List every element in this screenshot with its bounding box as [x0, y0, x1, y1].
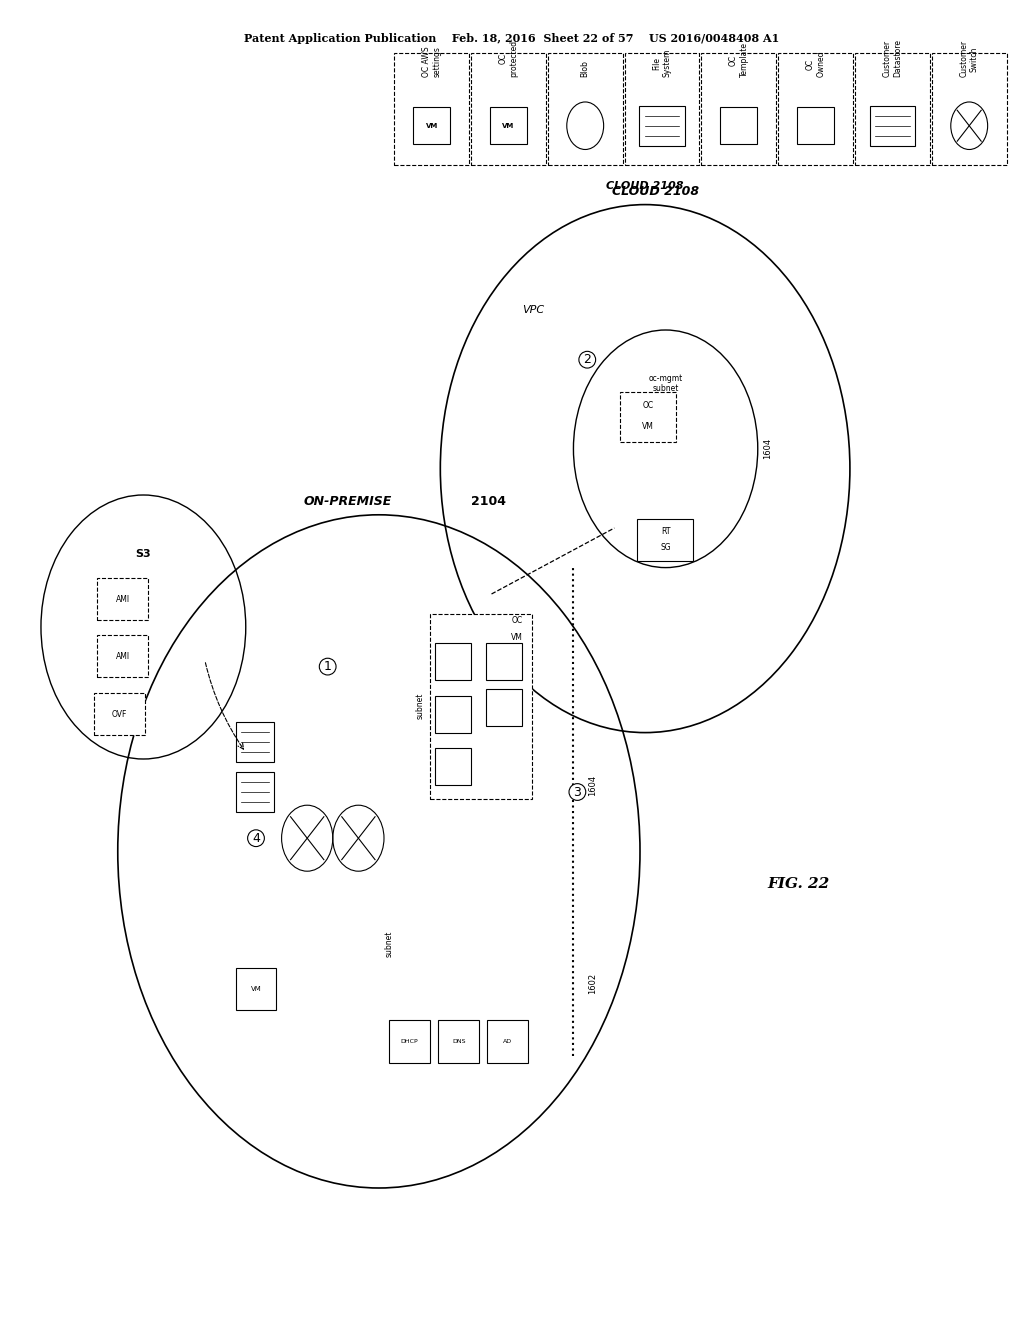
Text: S3: S3 [135, 549, 152, 560]
Text: ON-PREMISE: ON-PREMISE [304, 495, 392, 508]
FancyBboxPatch shape [389, 1020, 430, 1063]
FancyBboxPatch shape [486, 689, 522, 726]
Text: 3: 3 [573, 785, 582, 799]
Text: OC
Template: OC Template [729, 42, 749, 78]
Text: VM: VM [251, 986, 261, 991]
Text: OC
Owned: OC Owned [806, 51, 825, 78]
Text: 2104: 2104 [471, 495, 506, 508]
FancyBboxPatch shape [721, 107, 758, 144]
Text: OC
protected: OC protected [499, 41, 518, 78]
Text: DHCP: DHCP [400, 1039, 419, 1044]
FancyBboxPatch shape [548, 53, 623, 165]
FancyBboxPatch shape [639, 106, 684, 145]
Text: VPC: VPC [522, 305, 545, 315]
Text: File
System: File System [652, 49, 672, 78]
Text: AMI: AMI [116, 652, 130, 660]
Text: OVF: OVF [112, 710, 128, 718]
FancyBboxPatch shape [435, 696, 471, 733]
Text: OC AWS
settings: OC AWS settings [422, 46, 441, 78]
Text: 2: 2 [584, 354, 591, 366]
Text: VM: VM [642, 422, 654, 430]
FancyBboxPatch shape [778, 53, 853, 165]
Text: VM: VM [426, 123, 437, 129]
Text: Customer
Datastore: Customer Datastore [883, 40, 902, 78]
FancyBboxPatch shape [620, 392, 676, 442]
FancyBboxPatch shape [236, 968, 276, 1010]
Text: SG: SG [660, 544, 671, 552]
FancyBboxPatch shape [94, 693, 145, 735]
Text: CLOUD 2108: CLOUD 2108 [611, 185, 699, 198]
Text: Customer
Switch: Customer Switch [959, 41, 979, 78]
Text: DNS: DNS [452, 1039, 466, 1044]
FancyBboxPatch shape [487, 1020, 528, 1063]
FancyBboxPatch shape [489, 107, 526, 144]
Text: oc-mgmt
subnet: oc-mgmt subnet [648, 374, 683, 393]
FancyBboxPatch shape [97, 578, 148, 620]
Text: 4: 4 [252, 832, 260, 845]
FancyBboxPatch shape [637, 519, 693, 561]
FancyBboxPatch shape [486, 643, 522, 680]
FancyBboxPatch shape [97, 635, 148, 677]
Text: VM: VM [503, 123, 514, 129]
Text: OC: OC [643, 401, 653, 409]
Text: VM: VM [511, 634, 523, 642]
FancyBboxPatch shape [236, 722, 274, 762]
FancyBboxPatch shape [435, 748, 471, 785]
FancyBboxPatch shape [869, 106, 915, 145]
FancyBboxPatch shape [471, 53, 546, 165]
Text: subnet: subnet [416, 693, 424, 719]
FancyBboxPatch shape [438, 1020, 479, 1063]
FancyBboxPatch shape [932, 53, 1007, 165]
Text: RT: RT [660, 528, 671, 536]
FancyBboxPatch shape [625, 53, 699, 165]
Text: subnet: subnet [385, 931, 393, 957]
Text: OC: OC [512, 616, 522, 624]
Text: AMI: AMI [116, 595, 130, 603]
Text: 1604: 1604 [589, 775, 597, 796]
FancyBboxPatch shape [797, 107, 834, 144]
FancyBboxPatch shape [701, 53, 776, 165]
Text: AD: AD [504, 1039, 512, 1044]
FancyBboxPatch shape [236, 772, 274, 812]
FancyBboxPatch shape [435, 643, 471, 680]
Text: Blob: Blob [581, 61, 590, 78]
FancyBboxPatch shape [855, 53, 930, 165]
FancyBboxPatch shape [394, 53, 469, 165]
Text: CLOUD 2108: CLOUD 2108 [606, 181, 684, 191]
Text: 1: 1 [324, 660, 332, 673]
FancyBboxPatch shape [413, 107, 450, 144]
Text: FIG. 22: FIG. 22 [768, 878, 829, 891]
Text: Patent Application Publication    Feb. 18, 2016  Sheet 22 of 57    US 2016/00484: Patent Application Publication Feb. 18, … [245, 33, 779, 44]
Text: 1604: 1604 [763, 438, 772, 459]
Text: 1602: 1602 [589, 973, 597, 994]
FancyBboxPatch shape [430, 614, 532, 799]
